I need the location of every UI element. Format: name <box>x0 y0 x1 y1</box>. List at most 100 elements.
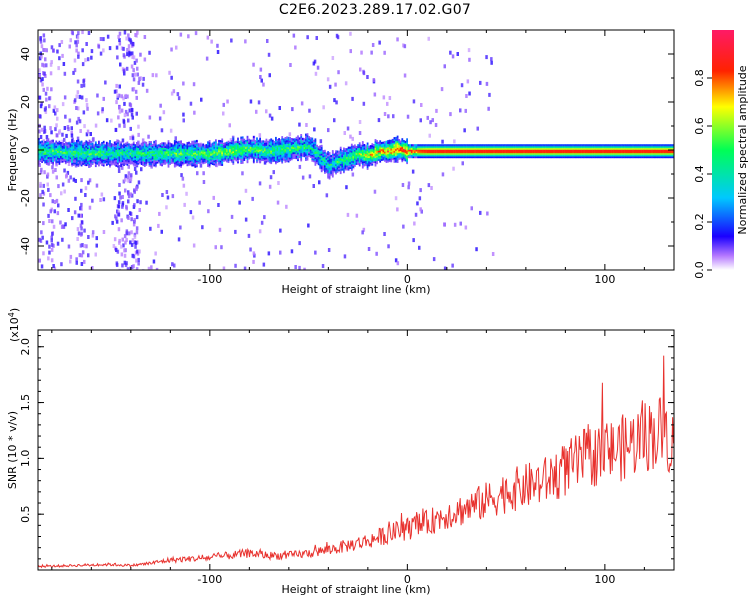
heatmap-ridge-cell <box>151 155 154 158</box>
heatmap-ridge-cell <box>91 151 94 154</box>
heatmap-ridge-cell <box>145 143 148 146</box>
heatmap-noise-cell <box>73 58 77 63</box>
heatmap-ridge-cell <box>47 148 50 151</box>
heatmap-ridge-cell <box>137 162 140 165</box>
heatmap-ridge-cell <box>143 151 146 154</box>
heatmap-ridge-cell <box>154 145 157 148</box>
heatmap-ridge-cell <box>452 154 454 157</box>
heatmap-noise-cell <box>102 37 105 42</box>
heatmap-noise-cell <box>82 110 86 115</box>
heatmap-ridge-cell <box>395 143 397 146</box>
heatmap-ridge-cell <box>488 156 491 159</box>
heatmap-noise-cell <box>85 132 89 137</box>
heatmap-ridge-cell <box>151 160 154 163</box>
heatmap-ridge-cell <box>66 152 69 155</box>
heatmap-noise-cell <box>52 243 55 248</box>
heatmap-ridge-cell <box>233 148 236 151</box>
heatmap-ridge-cell <box>75 148 78 151</box>
heatmap-ridge-cell <box>260 143 263 146</box>
heatmap-ridge-cell <box>153 159 156 162</box>
heatmap-ridge-cell <box>429 145 432 149</box>
heatmap-ridge-cell <box>396 140 399 143</box>
heatmap-ridge-cell <box>278 154 280 158</box>
heatmap-ridge-cell <box>246 161 249 164</box>
heatmap-ridge-cell <box>180 152 182 155</box>
heatmap-ridge-cell <box>109 160 111 163</box>
heatmap-ridge-cell <box>227 159 230 162</box>
heatmap-ridge-cell <box>554 152 557 155</box>
heatmap-noise-cell <box>76 136 80 141</box>
heatmap-ridge-cell <box>110 163 113 166</box>
heatmap-ridge-cell <box>120 153 122 156</box>
heatmap-ridge-cell <box>580 144 582 147</box>
heatmap-ridge-cell <box>177 153 179 156</box>
heatmap-noise-cell <box>266 39 269 43</box>
heatmap-ridge-cell <box>592 145 595 149</box>
heatmap-ridge-cell <box>49 153 51 156</box>
heatmap-ridge-cell <box>101 150 103 153</box>
heatmap-ridge-cell <box>295 136 298 139</box>
heatmap-ridge-cell <box>246 149 249 152</box>
heatmap-ridge-cell <box>556 156 559 159</box>
heatmap-ridge-cell <box>113 146 116 149</box>
heatmap-ridge-cell <box>254 140 257 143</box>
heatmap-noise-cell <box>430 186 433 190</box>
heatmap-ridge-cell <box>322 165 325 168</box>
heatmap-ridge-cell <box>471 147 473 150</box>
heatmap-ridge-cell <box>374 147 377 150</box>
heatmap-ridge-cell <box>493 144 495 147</box>
heatmap-ridge-cell <box>120 156 122 159</box>
heatmap-ridge-cell <box>167 152 170 155</box>
heatmap-ridge-cell <box>61 145 64 148</box>
heatmap-ridge-cell <box>191 144 194 147</box>
heatmap-ridge-cell <box>194 160 197 163</box>
heatmap-ridge-cell <box>126 148 129 151</box>
heatmap-ridge-cell <box>79 154 81 157</box>
heatmap-ridge-cell <box>428 151 431 154</box>
heatmap-ridge-cell <box>235 155 238 159</box>
heatmap-ridge-cell <box>320 168 323 171</box>
heatmap-ridge-cell <box>267 156 269 159</box>
heatmap-ridge-cell <box>508 151 511 154</box>
heatmap-ridge-cell <box>50 144 53 147</box>
heatmap-ridge-cell <box>232 145 235 148</box>
heatmap-ridge-cell <box>99 160 102 163</box>
heatmap-noise-cell <box>108 46 112 51</box>
heatmap-noise-cell <box>50 130 53 135</box>
heatmap-ridge-cell <box>52 154 54 157</box>
heatmap-ridge-cell <box>104 149 107 152</box>
heatmap-ridge-cell <box>371 144 374 148</box>
heatmap-ridge-cell <box>483 149 486 152</box>
heatmap-ridge-cell <box>306 141 309 144</box>
heatmap-ridge-cell <box>140 146 143 149</box>
heatmap-ridge-cell <box>104 152 107 155</box>
heatmap-ridge-cell <box>316 154 318 158</box>
heatmap-ridge-cell <box>85 160 88 163</box>
heatmap-ridge-cell <box>523 154 525 157</box>
heatmap-ridge-cell <box>369 146 372 149</box>
heatmap-noise-cell <box>383 112 387 116</box>
heatmap-ridge-cell <box>401 146 404 149</box>
heatmap-ridge-cell <box>205 144 208 147</box>
heatmap-ridge-cell <box>159 151 162 154</box>
heatmap-ridge-cell <box>230 158 233 161</box>
heatmap-ridge-cell <box>497 149 500 152</box>
heatmap-ridge-cell <box>453 152 456 155</box>
heatmap-ridge-cell <box>489 147 492 150</box>
heatmap-ridge-cell <box>387 153 389 156</box>
heatmap-ridge-cell <box>493 149 495 152</box>
heatmap-ridge-cell <box>58 152 61 155</box>
heatmap-ridge-cell <box>527 147 530 150</box>
heatmap-ridge-cell <box>578 152 581 155</box>
heatmap-ridge-cell <box>328 155 331 158</box>
heatmap-ridge-cell <box>164 154 167 157</box>
heatmap-ridge-cell <box>219 161 222 165</box>
heatmap-ridge-cell <box>252 147 255 150</box>
heatmap-ridge-cell <box>442 151 445 154</box>
heatmap-noise-cell <box>418 245 421 250</box>
heatmap-noise-cell <box>414 212 418 217</box>
heatmap-ridge-cell <box>188 158 190 161</box>
heatmap-ridge-cell <box>113 160 116 163</box>
heatmap-ridge-cell <box>366 145 369 148</box>
heatmap-ridge-cell <box>257 151 260 154</box>
